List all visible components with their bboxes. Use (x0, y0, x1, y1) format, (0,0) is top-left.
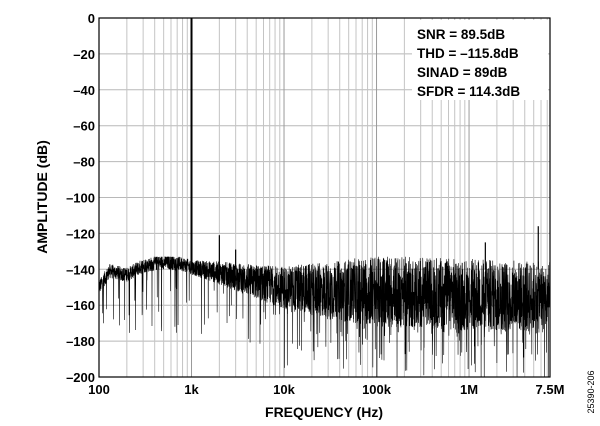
y-tick-label: –200 (66, 370, 95, 385)
plot-frame (98, 17, 551, 378)
x-tick-label: 100 (88, 382, 110, 397)
y-tick-label: –100 (66, 191, 95, 206)
y-tick-label: –160 (66, 298, 95, 313)
x-axis-ticks: 100 1k 10k 100k 1M 7.5M (88, 382, 564, 397)
figure-id: 25390-206 (586, 370, 596, 413)
y-tick-label: 0 (88, 11, 95, 26)
y-tick-label: –180 (66, 334, 95, 349)
fft-trace (98, 18, 551, 378)
y-tick-label: –120 (66, 226, 95, 241)
stat-thd: THD = –115.8dB (417, 46, 519, 61)
stat-snr: SNR = 89.5dB (417, 27, 505, 42)
y-axis-title: AMPLITUDE (dB) (34, 140, 50, 254)
stats-background (412, 20, 548, 100)
x-tick-label: 100k (362, 382, 392, 397)
noise-floor-trace (98, 256, 551, 378)
y-tick-label: –140 (66, 262, 95, 277)
stats-box: SNR = 89.5dB THD = –115.8dB SINAD = 89dB… (412, 20, 548, 100)
x-axis-title: FREQUENCY (Hz) (265, 404, 383, 420)
stat-sfdr: SFDR = 114.3dB (417, 84, 520, 99)
y-tick-label: –60 (73, 119, 95, 134)
x-tick-label: 7.5M (536, 382, 565, 397)
y-tick-label: –40 (73, 83, 95, 98)
y-axis-ticks: 0 –20 –40 –60 –80 –100 –120 –140 –160 –180 –200 (66, 11, 95, 385)
stat-sinad: SINAD = 89dB (417, 65, 508, 80)
x-tick-label: 1M (460, 382, 478, 397)
x-tick-label: 1k (184, 382, 199, 397)
spur-markers (218, 226, 539, 270)
y-tick-label: –80 (73, 155, 95, 170)
y-tick-label: –20 (73, 47, 95, 62)
x-tick-label: 10k (273, 382, 295, 397)
